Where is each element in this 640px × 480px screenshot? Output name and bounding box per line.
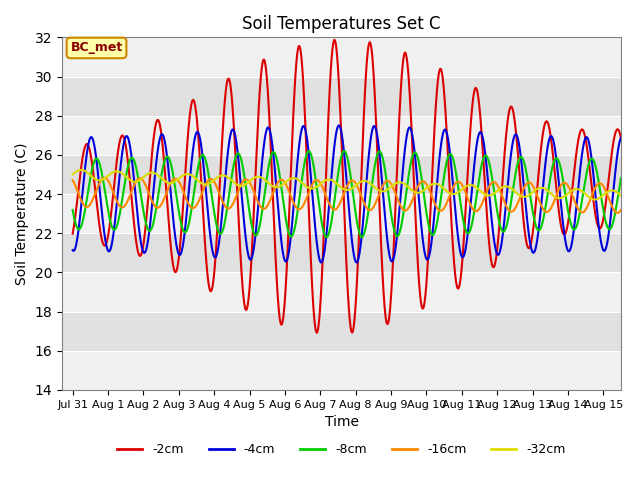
-32cm — [97, 177, 105, 183]
-4cm — [97, 197, 104, 203]
-4cm — [335, 122, 342, 128]
Line: -16cm: -16cm — [73, 178, 621, 213]
Y-axis label: Soil Temperature (C): Soil Temperature (C) — [15, 143, 29, 285]
-16cm — [336, 201, 344, 207]
Bar — [62, 155, 621, 194]
-4cm — [317, 260, 325, 265]
Bar — [62, 194, 621, 233]
-8cm — [340, 148, 348, 154]
-16cm — [97, 178, 104, 184]
Bar — [62, 116, 621, 155]
-2cm — [336, 99, 344, 105]
-32cm — [69, 171, 77, 177]
-32cm — [321, 178, 329, 183]
-16cm — [614, 210, 621, 216]
Bar — [62, 37, 621, 76]
-16cm — [100, 175, 108, 180]
-4cm — [69, 247, 77, 253]
-4cm — [602, 246, 609, 252]
-2cm — [602, 203, 609, 209]
-8cm — [501, 228, 509, 233]
-32cm — [617, 193, 625, 199]
-32cm — [501, 183, 509, 189]
-2cm — [501, 146, 509, 152]
-16cm — [617, 207, 625, 213]
-2cm — [617, 135, 625, 141]
Bar — [62, 76, 621, 116]
-8cm — [602, 218, 609, 224]
-8cm — [602, 217, 609, 223]
-32cm — [77, 167, 85, 173]
Bar — [62, 273, 621, 312]
-8cm — [97, 165, 104, 170]
Line: -4cm: -4cm — [73, 125, 621, 263]
-4cm — [501, 212, 509, 217]
-16cm — [321, 191, 329, 196]
-16cm — [601, 187, 609, 192]
-32cm — [602, 190, 609, 196]
Line: -2cm: -2cm — [73, 40, 621, 333]
-4cm — [617, 135, 625, 141]
Line: -8cm: -8cm — [73, 151, 621, 237]
-8cm — [617, 175, 625, 181]
-32cm — [336, 183, 344, 189]
Legend: -2cm, -4cm, -8cm, -16cm, -32cm: -2cm, -4cm, -8cm, -16cm, -32cm — [113, 438, 571, 461]
Line: -32cm: -32cm — [73, 170, 621, 200]
-4cm — [602, 247, 609, 252]
-32cm — [591, 197, 598, 203]
-16cm — [69, 177, 77, 183]
-2cm — [602, 201, 609, 207]
-4cm — [336, 124, 344, 130]
-16cm — [501, 200, 509, 205]
-32cm — [602, 191, 609, 196]
Text: BC_met: BC_met — [70, 41, 123, 54]
Bar — [62, 233, 621, 273]
-8cm — [336, 162, 344, 168]
-2cm — [321, 199, 329, 205]
Bar — [62, 312, 621, 351]
-2cm — [69, 231, 77, 237]
-8cm — [321, 232, 328, 238]
-8cm — [323, 234, 330, 240]
-4cm — [321, 244, 329, 250]
-2cm — [97, 230, 104, 236]
X-axis label: Time: Time — [324, 415, 358, 429]
-8cm — [69, 207, 77, 213]
-2cm — [330, 37, 338, 43]
Title: Soil Temperatures Set C: Soil Temperatures Set C — [243, 15, 441, 33]
-2cm — [313, 330, 321, 336]
-16cm — [602, 187, 609, 193]
Bar — [62, 351, 621, 390]
